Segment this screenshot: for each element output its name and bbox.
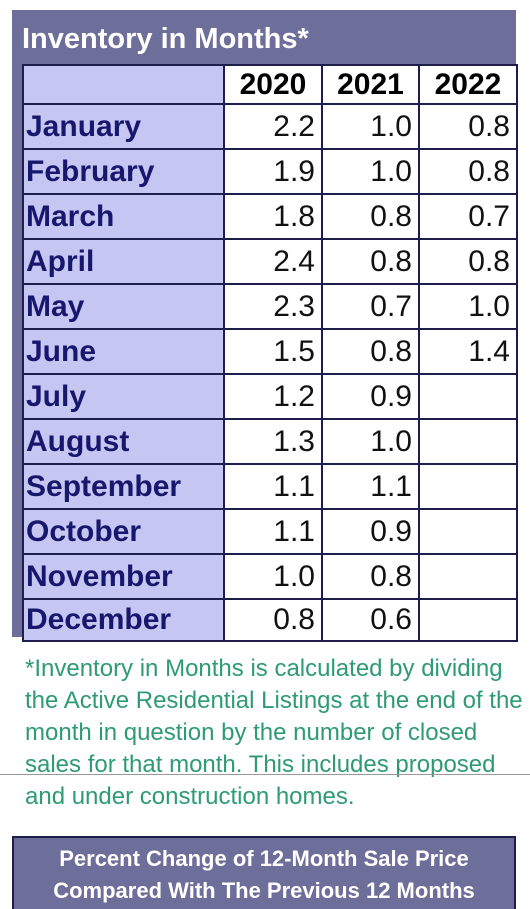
month-label: November [22, 553, 225, 600]
month-label: May [22, 283, 225, 330]
value-cell: 2.3 [223, 283, 323, 330]
year-header: 2020 [223, 64, 323, 105]
value-cell: 1.1 [223, 463, 323, 510]
header-corner-cell [22, 64, 225, 105]
banner-title-line-2: Compared With The Previous 12 Months [53, 878, 475, 903]
value-cell: 0.6 [321, 598, 420, 642]
month-label: April [22, 238, 225, 285]
value-cell [418, 373, 518, 420]
value-cell [418, 553, 518, 600]
table-row: May 2.3 0.7 1.0 [22, 283, 518, 330]
panel-title: Inventory in Months* [22, 23, 309, 55]
table-row: December 0.8 0.6 [22, 598, 518, 642]
month-label: August [22, 418, 225, 465]
value-cell: 2.2 [223, 103, 323, 150]
value-cell [418, 418, 518, 465]
month-label: January [22, 103, 225, 150]
value-cell: 1.0 [321, 103, 420, 150]
value-cell: 1.8 [223, 193, 323, 240]
value-cell: 0.7 [321, 283, 420, 330]
value-cell [418, 598, 518, 642]
value-cell: 0.8 [321, 328, 420, 375]
next-section-banner: Percent Change of 12-Month Sale Price Co… [12, 836, 516, 909]
value-cell: 1.3 [223, 418, 323, 465]
table-row: November 1.0 0.8 [22, 553, 518, 600]
value-cell [418, 463, 518, 510]
inventory-panel: Inventory in Months* 2020 2021 2022 Janu… [12, 10, 518, 642]
year-header: 2021 [321, 64, 420, 105]
table-row: August 1.3 1.0 [22, 418, 518, 465]
value-cell: 0.8 [418, 148, 518, 195]
table-row: March 1.8 0.8 0.7 [22, 193, 518, 240]
month-label: July [22, 373, 225, 420]
table-row: February 1.9 1.0 0.8 [22, 148, 518, 195]
value-cell: 1.4 [418, 328, 518, 375]
value-cell: 0.9 [321, 508, 420, 555]
table-row: April 2.4 0.8 0.8 [22, 238, 518, 285]
table-row: June 1.5 0.8 1.4 [22, 328, 518, 375]
value-cell: 0.8 [321, 193, 420, 240]
month-label: December [22, 598, 225, 642]
value-cell: 1.0 [321, 148, 420, 195]
header-row: 2020 2021 2022 [22, 64, 518, 105]
value-cell: 1.0 [223, 553, 323, 600]
value-cell: 1.1 [321, 463, 420, 510]
month-label: February [22, 148, 225, 195]
value-cell: 1.0 [321, 418, 420, 465]
value-cell: 2.4 [223, 238, 323, 285]
month-label: September [22, 463, 225, 510]
month-label: June [22, 328, 225, 375]
value-cell: 0.7 [418, 193, 518, 240]
year-header: 2022 [418, 64, 518, 105]
month-label: March [22, 193, 225, 240]
banner-title-line-1: Percent Change of 12-Month Sale Price [59, 846, 469, 871]
value-cell [418, 508, 518, 555]
table-row: October 1.1 0.9 [22, 508, 518, 555]
value-cell: 1.2 [223, 373, 323, 420]
value-cell: 0.8 [223, 598, 323, 642]
value-cell: 0.8 [418, 103, 518, 150]
value-cell: 1.0 [418, 283, 518, 330]
month-label: October [22, 508, 225, 555]
value-cell: 1.5 [223, 328, 323, 375]
divider-line [0, 774, 530, 775]
table-row: September 1.1 1.1 [22, 463, 518, 510]
value-cell: 1.9 [223, 148, 323, 195]
value-cell: 1.1 [223, 508, 323, 555]
value-cell: 0.8 [321, 553, 420, 600]
value-cell: 0.9 [321, 373, 420, 420]
value-cell: 0.8 [418, 238, 518, 285]
table-row: July 1.2 0.9 [22, 373, 518, 420]
footnote: *Inventory in Months is calculated by di… [25, 655, 523, 810]
value-cell: 0.8 [321, 238, 420, 285]
inventory-table: 2020 2021 2022 January 2.2 1.0 0.8 February 1… [22, 64, 518, 642]
table-row: January 2.2 1.0 0.8 [22, 103, 518, 150]
